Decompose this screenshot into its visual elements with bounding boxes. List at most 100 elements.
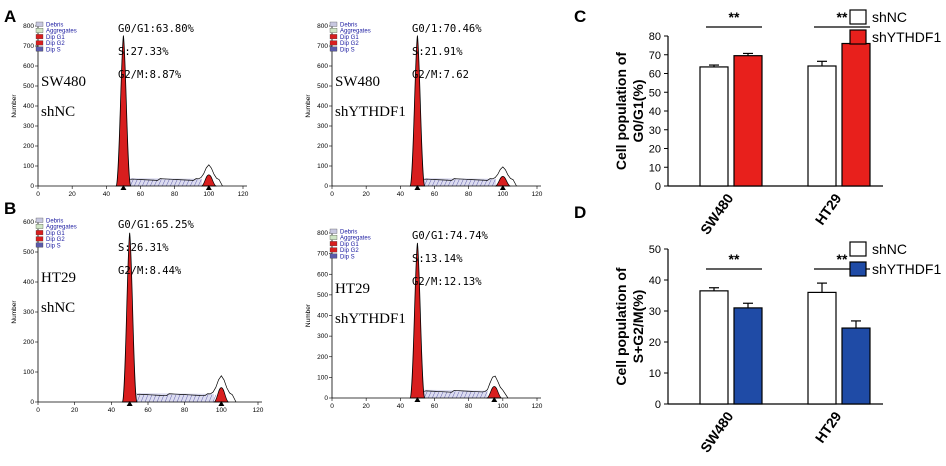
sample-condition: shNC — [41, 300, 75, 316]
y-tick-label: 0 — [30, 399, 34, 406]
peak-marker — [205, 185, 212, 190]
g1-peak — [115, 35, 132, 187]
s-phase-hatch — [424, 391, 428, 399]
s-phase-hatch — [198, 179, 202, 187]
s-phase-hatch — [480, 179, 484, 187]
s-phase-hatch — [460, 179, 464, 187]
legend-label: Dip G2 — [340, 248, 359, 254]
cell-cycle-stat: G2/M:8.44% — [118, 265, 182, 277]
x-tick-label: 20 — [363, 191, 371, 198]
legend-swatch — [329, 40, 338, 46]
y-tick-label: 200 — [317, 143, 328, 150]
s-phase-hatch — [464, 391, 468, 399]
g2-peak — [213, 387, 230, 403]
legend-label: Dip S — [340, 47, 355, 53]
legend-label: Dip S — [46, 47, 61, 53]
histogram-4: 0 20 40 60 80 100 120 0 100 200 300 400 500 600 700 800… — [305, 228, 543, 410]
legend-label: Debris — [340, 230, 357, 236]
s-phase-hatch — [476, 179, 480, 187]
sample-condition: shYTHDF1 — [335, 104, 406, 120]
y-tick-label: 100 — [23, 369, 34, 376]
legend-label: Debris — [46, 23, 63, 29]
s-phase-hatch — [204, 394, 209, 403]
s-phase-hatch — [174, 179, 178, 187]
legend-swatch — [35, 21, 44, 27]
s-phase-hatch — [160, 394, 165, 403]
x-tick-label: 80 — [465, 191, 473, 198]
s-phase-hatch — [460, 391, 464, 399]
g1-peak — [409, 35, 426, 187]
category-label: HT29 — [812, 408, 845, 445]
y-tick-label: 600 — [23, 219, 34, 226]
legend-label: Dip G2 — [46, 237, 65, 243]
panel-letter-c: C — [574, 7, 586, 26]
sample-cell-line: HT29 — [41, 270, 76, 286]
x-tick-label: 120 — [532, 403, 543, 410]
bar-shythdf1-ht29 — [841, 42, 871, 187]
legend-swatch-shythdf1 — [849, 261, 867, 277]
x-tick-label: 40 — [108, 407, 116, 414]
legend-swatch — [35, 217, 44, 223]
y-tick-label: 300 — [23, 123, 34, 130]
bar-shnc-ht29 — [807, 65, 837, 187]
peak-marker — [120, 185, 127, 190]
y-axis-label: Number — [11, 300, 18, 324]
y-tick-label: 800 — [317, 23, 328, 30]
y-tick-label: 60 — [649, 69, 661, 81]
x-tick-label: 120 — [532, 191, 543, 198]
legend-swatch — [35, 34, 44, 40]
g2-peak — [486, 386, 503, 399]
y-tick-label: 500 — [317, 83, 328, 90]
s-phase-hatch — [428, 391, 432, 399]
y-tick-label: 400 — [317, 103, 328, 110]
cell-cycle-stat: G0/G1:63.80% — [118, 23, 195, 35]
y-tick-label: 400 — [23, 279, 34, 286]
raw-histogram-line — [136, 375, 237, 403]
sample-cell-line: SW480 — [41, 74, 86, 90]
histogram-3: 0 20 40 60 80 100 120 0 100 200 300 400 500 600 Number… — [11, 217, 264, 414]
legend-swatch — [329, 46, 338, 52]
y-tick-label: 50 — [649, 87, 661, 99]
legend-swatch — [35, 224, 44, 229]
y-axis-label: Number — [305, 303, 312, 327]
s-phase-hatch — [182, 179, 186, 187]
legend-label: shYTHDF1 — [872, 29, 941, 45]
s-phase-hatch — [484, 391, 488, 399]
y-tick-label: 600 — [317, 63, 328, 70]
y-tick-label: 600 — [317, 271, 328, 278]
legend-label: Dip G1 — [46, 231, 65, 237]
y-tick-label: 700 — [317, 251, 328, 258]
sample-condition: shYTHDF1 — [335, 311, 406, 327]
panel-letter-d: D — [574, 203, 586, 222]
cell-cycle-stat: S:21.91% — [412, 46, 463, 58]
y-tick-label: 100 — [23, 163, 34, 170]
y-tick-label: 500 — [23, 83, 34, 90]
s-phase-hatch — [472, 179, 476, 187]
x-tick-label: 60 — [431, 191, 439, 198]
y-tick-label: 50 — [649, 244, 661, 256]
peak-marker — [491, 397, 498, 402]
legend-swatch-shnc — [849, 9, 867, 25]
cell-cycle-stat: S:27.33% — [118, 46, 169, 58]
cell-cycle-stat: G0/G1:74.74% — [412, 230, 489, 242]
s-phase-hatch — [156, 394, 161, 403]
legend-label: Dip G1 — [340, 242, 359, 248]
y-tick-label: 800 — [317, 230, 328, 237]
legend-swatch-shythdf1 — [849, 29, 867, 45]
sample-cell-line: HT29 — [335, 281, 370, 297]
s-phase-hatch — [184, 394, 189, 403]
s-phase-hatch — [140, 394, 145, 403]
y-tick-label: 0 — [655, 399, 661, 411]
legend-label: shNC — [872, 9, 907, 25]
y-tick-label: 800 — [23, 23, 34, 30]
significance-label: ** — [729, 251, 740, 267]
bar-shnc-sw480 — [699, 290, 729, 405]
legend-swatch — [329, 28, 338, 33]
bar-shnc-sw480 — [699, 66, 729, 187]
s-phase-hatch — [440, 179, 444, 187]
legend-label: Dip S — [46, 243, 61, 249]
x-tick-label: 0 — [330, 191, 334, 198]
y-tick-label: 10 — [649, 162, 661, 174]
s-phase-hatch — [436, 391, 440, 399]
x-tick-label: 80 — [181, 407, 189, 414]
